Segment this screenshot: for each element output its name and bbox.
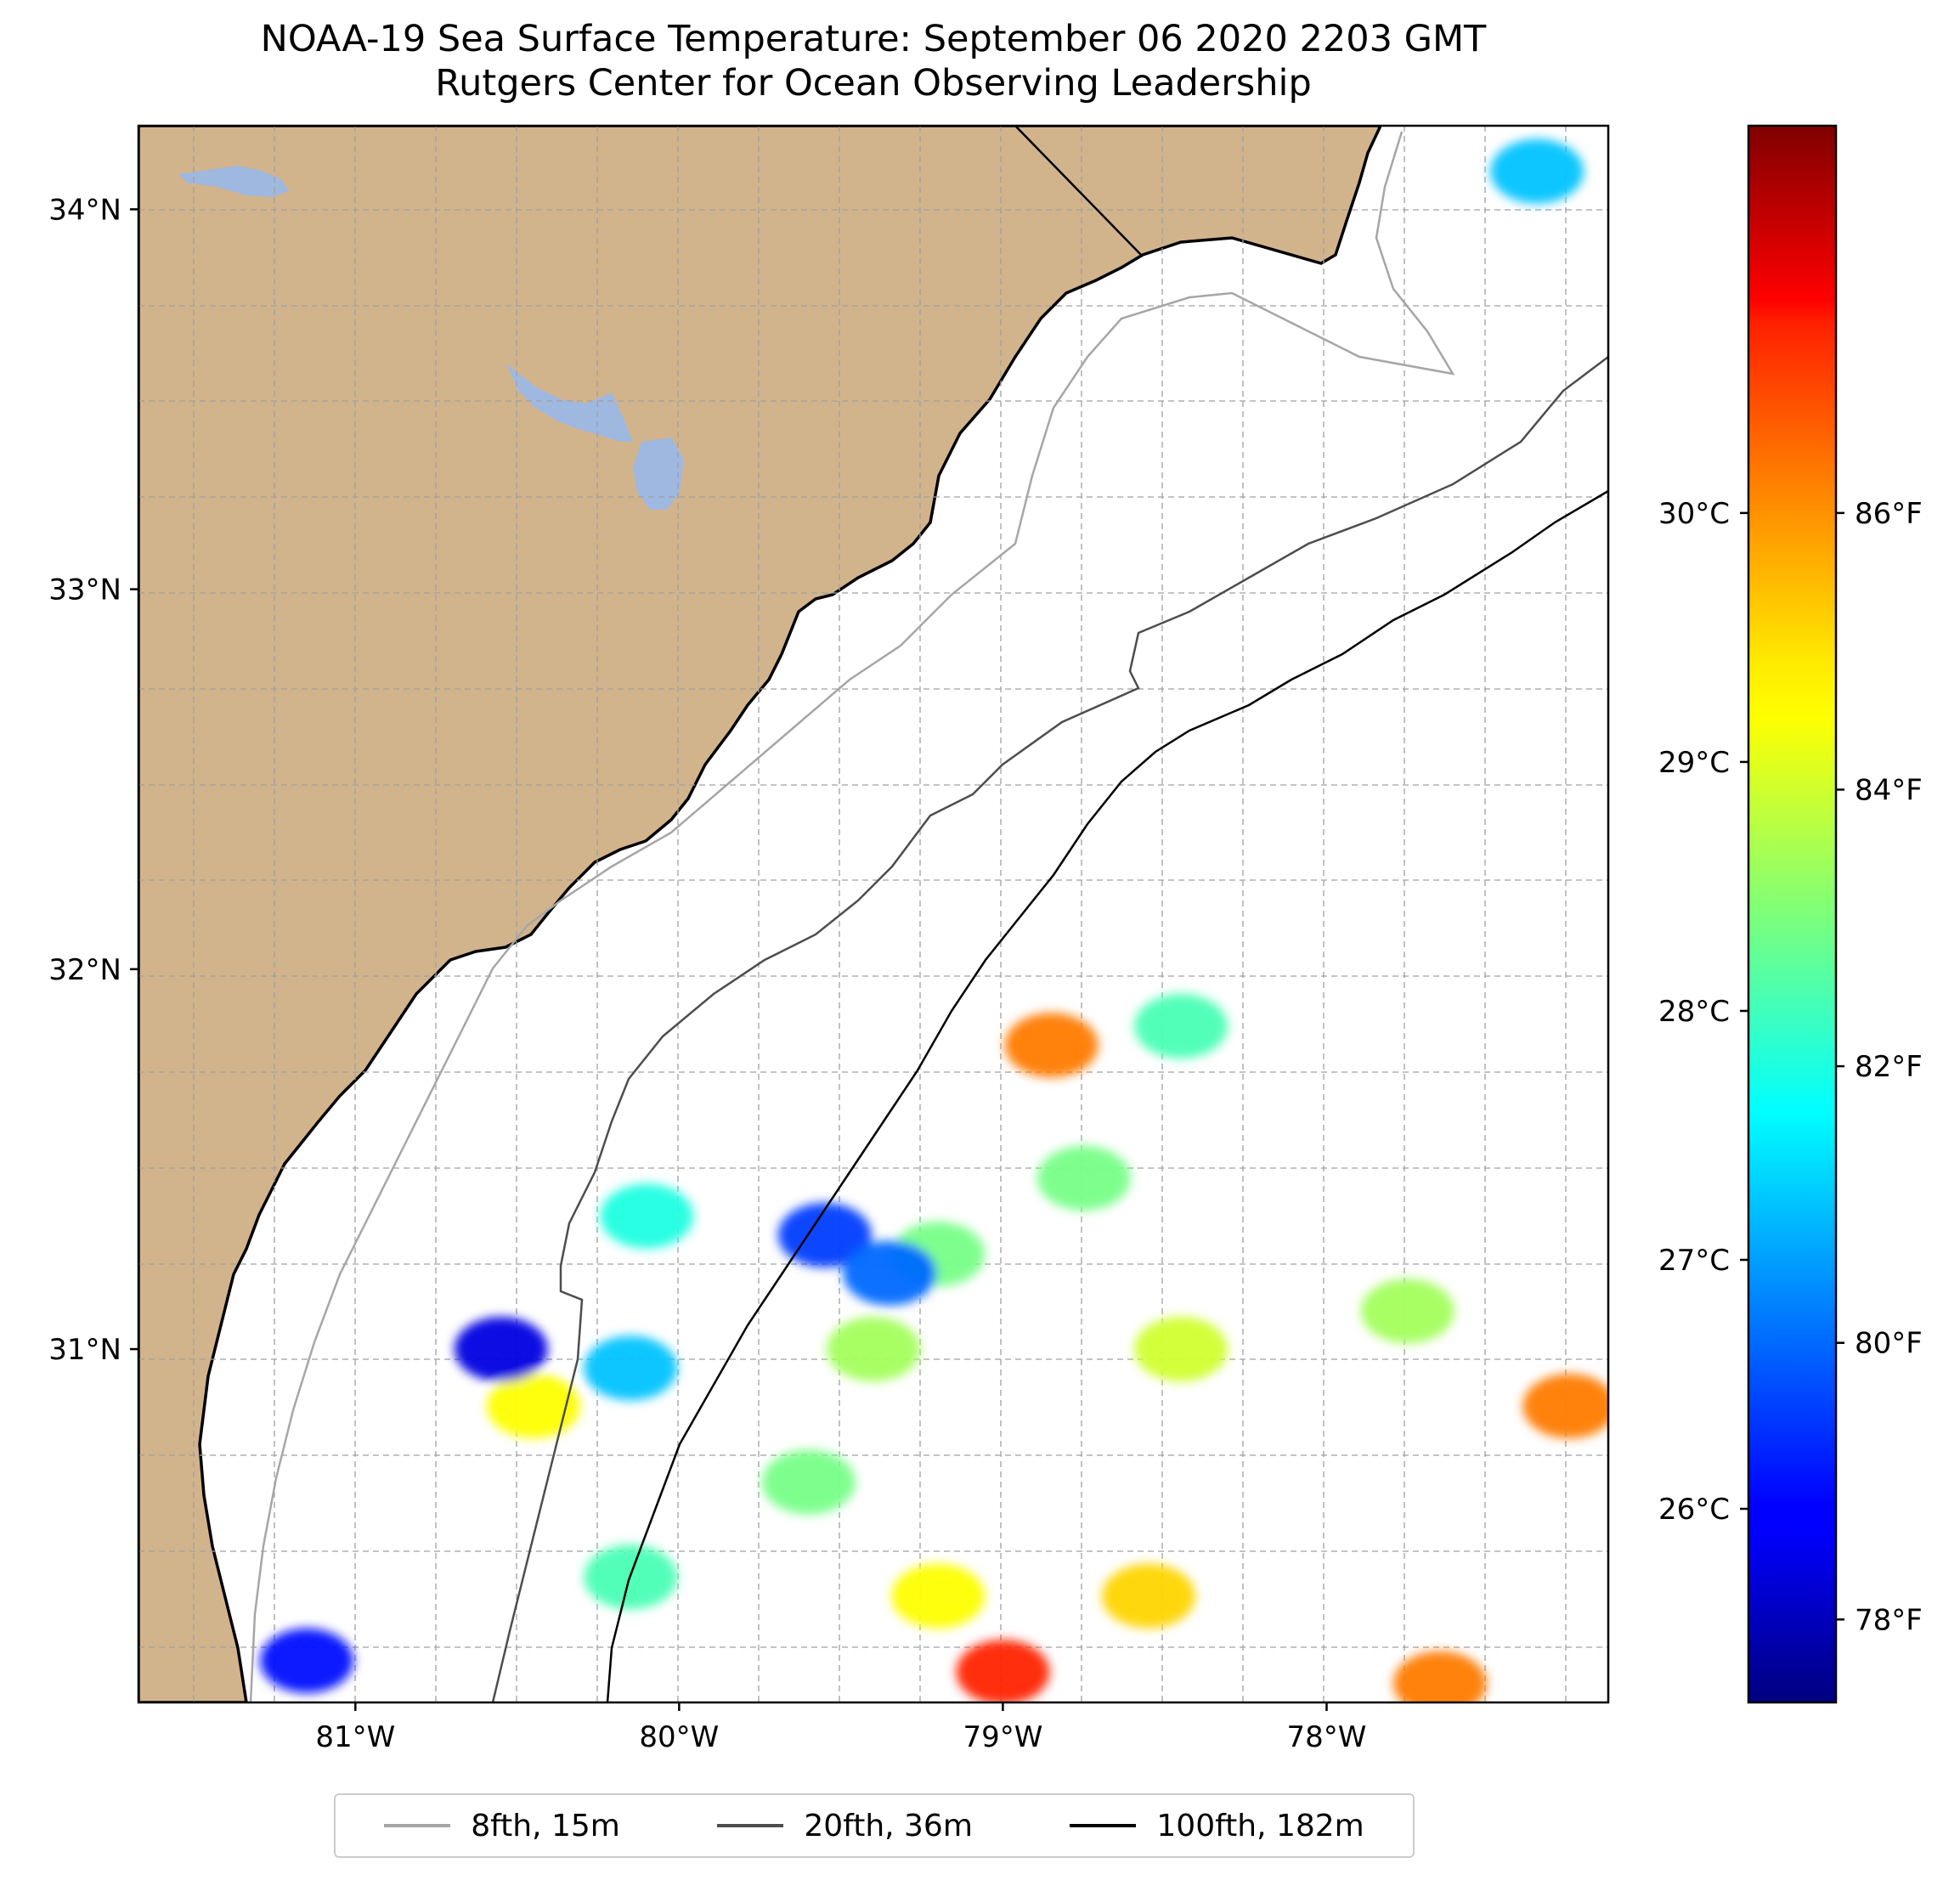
isobath-20fth bbox=[491, 356, 1608, 1702]
lat-tick-label: 32°N bbox=[48, 953, 121, 987]
legend-swatch-8fth bbox=[384, 1824, 451, 1827]
map-title: NOAA-19 Sea Surface Temperature: Septemb… bbox=[138, 17, 1608, 105]
celsius-tick-label: 26°C bbox=[1658, 1493, 1730, 1527]
fahrenheit-tick-label: 80°F bbox=[1855, 1327, 1923, 1361]
sst-patch bbox=[1392, 1651, 1487, 1702]
celsius-tick-label: 29°C bbox=[1658, 746, 1730, 780]
state-border bbox=[1014, 126, 1144, 257]
lake-marion bbox=[506, 364, 633, 442]
sst-patch bbox=[843, 1240, 937, 1306]
fahrenheit-tick-label: 84°F bbox=[1855, 773, 1923, 807]
celsius-tick-label: 30°C bbox=[1658, 497, 1730, 531]
sst-patch bbox=[584, 1335, 678, 1401]
sst-patch bbox=[1004, 1013, 1099, 1078]
fahrenheit-tick-label: 86°F bbox=[1855, 497, 1923, 531]
sst-patch bbox=[827, 1317, 920, 1382]
fahrenheit-tick-label: 78°F bbox=[1855, 1603, 1923, 1637]
sst-patch bbox=[1360, 1279, 1454, 1344]
legend-label-20fth: 20fth, 36m bbox=[804, 1808, 973, 1843]
lon-tick-label: 80°W bbox=[639, 1720, 719, 1754]
legend-item-100fth: 100fth, 182m bbox=[1070, 1809, 1364, 1843]
lake-moultrie bbox=[633, 438, 684, 510]
sst-patch bbox=[454, 1317, 548, 1382]
legend-swatch-100fth bbox=[1070, 1824, 1137, 1827]
plot-frame bbox=[137, 124, 1610, 1704]
sst-patch bbox=[486, 1374, 580, 1439]
colorbar bbox=[1747, 124, 1838, 1704]
sst-patch bbox=[1134, 993, 1229, 1059]
sst-patch bbox=[1522, 1374, 1608, 1439]
sst-patch bbox=[956, 1640, 1050, 1702]
sst-patch bbox=[1101, 1563, 1195, 1629]
lake-north bbox=[178, 166, 289, 197]
lat-tick-label: 34°N bbox=[48, 193, 121, 227]
sst-patch bbox=[260, 1628, 354, 1693]
sst-patch bbox=[891, 1563, 986, 1629]
sst-patch bbox=[777, 1202, 872, 1267]
title-line-2: Rutgers Center for Ocean Observing Leade… bbox=[435, 62, 1312, 104]
lon-tick-label: 78°W bbox=[1287, 1720, 1367, 1754]
fahrenheit-tick-label: 82°F bbox=[1855, 1050, 1923, 1084]
legend-item-8fth: 8fth, 15m bbox=[384, 1809, 620, 1843]
gridlines bbox=[138, 126, 1608, 1702]
axis-ticks: 34°N 33°N 32°N 31°N 81°W 80°W 79°W 78°W bbox=[48, 193, 1366, 1754]
isobath-8fth bbox=[249, 131, 1455, 1702]
sst-layer bbox=[260, 138, 1608, 1702]
lon-tick-label: 81°W bbox=[315, 1720, 395, 1754]
sst-patch bbox=[1134, 1317, 1229, 1382]
sst-patch bbox=[761, 1449, 856, 1515]
colorbar-ticks: 86°F 84°F 82°F 80°F 78°F 30°C 29°C 28°C 27°C 26°C bbox=[1658, 497, 1923, 1637]
celsius-tick-label: 27°C bbox=[1658, 1244, 1730, 1278]
sst-patch bbox=[600, 1183, 694, 1249]
legend-item-20fth: 20fth, 36m bbox=[717, 1809, 973, 1843]
isobath-100fth bbox=[606, 489, 1608, 1702]
lat-tick-label: 31°N bbox=[48, 1333, 121, 1367]
legend-label-100fth: 100fth, 182m bbox=[1156, 1808, 1364, 1843]
legend-label-8fth: 8fth, 15m bbox=[471, 1808, 620, 1843]
legend: 8fth, 15m 20fth, 36m 100fth, 182m bbox=[334, 1793, 1415, 1858]
lat-tick-label: 33°N bbox=[48, 573, 121, 607]
sst-patch bbox=[1036, 1145, 1131, 1211]
lon-tick-label: 79°W bbox=[963, 1720, 1042, 1754]
sst-patch bbox=[1490, 138, 1584, 204]
celsius-tick-label: 28°C bbox=[1658, 995, 1730, 1029]
land-mass bbox=[138, 126, 1382, 1702]
legend-swatch-20fth bbox=[717, 1824, 784, 1827]
title-line-1: NOAA-19 Sea Surface Temperature: Septemb… bbox=[260, 18, 1487, 60]
